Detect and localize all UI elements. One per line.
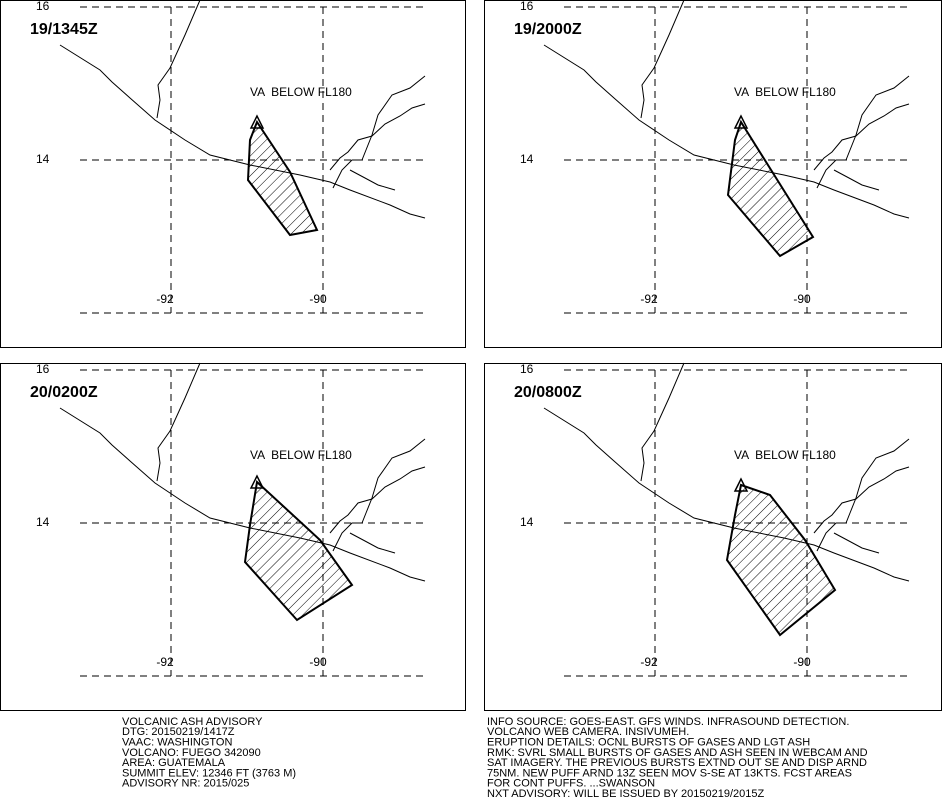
- coastline: [543, 44, 910, 219]
- lat-label: 14: [36, 152, 50, 166]
- ash-area: [725, 483, 837, 637]
- border: [156, 0, 201, 119]
- lat-label: 16: [36, 362, 50, 376]
- lon-label: -90: [793, 292, 811, 306]
- advisory-line: FOR CONT PUFFS. ...SWANSON: [487, 778, 655, 790]
- lon-label: -92: [640, 292, 658, 306]
- border: [833, 169, 880, 191]
- coastline: [59, 44, 426, 219]
- lat-label: 14: [36, 515, 50, 529]
- lon-label: -92: [156, 292, 174, 306]
- border: [833, 532, 880, 554]
- lon-label: -90: [793, 655, 811, 669]
- border: [816, 438, 910, 552]
- volcano-marker: [249, 474, 265, 489]
- flight-level-label: VA BELOW FL180: [734, 85, 836, 99]
- border: [349, 532, 396, 554]
- advisory-line: RMK: SVRL SMALL BURSTS OF GASES AND ASH …: [487, 747, 868, 759]
- advisory-line: DTG: 20150219/1417Z: [122, 726, 235, 738]
- ash-area: [726, 119, 815, 258]
- panel-border: [0, 0, 466, 348]
- valid-time: 20/0800Z: [514, 384, 582, 401]
- panel-border: [0, 363, 466, 711]
- ash-area: [243, 480, 354, 622]
- map-panel: 16 14 -92 -90 19/1345Z VA BELOW FL180: [0, 0, 466, 348]
- lon-label: -92: [640, 655, 658, 669]
- valid-time: 19/1345Z: [30, 21, 98, 38]
- lat-label: 14: [520, 152, 534, 166]
- lon-label: -92: [156, 655, 174, 669]
- flight-level-label: VA BELOW FL180: [734, 448, 836, 462]
- advisory-line: INFO SOURCE: GOES-EAST. GFS WINDS. INFRA…: [487, 716, 849, 728]
- volcano-marker: [249, 114, 265, 129]
- map-panel: 16 14 -92 -90 20/0800Z VA BELOW FL180: [484, 362, 942, 711]
- lon-label: -90: [309, 655, 327, 669]
- advisory-line: SAT IMAGERY. THE PREVIOUS BURSTS EXTND O…: [487, 757, 867, 769]
- flight-level-label: VA BELOW FL180: [250, 448, 352, 462]
- coastline: [59, 407, 426, 582]
- border: [332, 75, 426, 189]
- volcano-marker: [733, 477, 749, 492]
- lat-label: 16: [520, 362, 534, 376]
- advisory-line: VOLCANO: FUEGO 342090: [122, 747, 261, 759]
- lat-label: 16: [36, 0, 50, 13]
- border: [349, 169, 396, 191]
- advisory-line: VAAC: WASHINGTON: [122, 737, 232, 749]
- flight-level-label: VA BELOW FL180: [250, 85, 352, 99]
- lat-label: 16: [520, 0, 534, 13]
- advisory-line: VOLCANIC ASH ADVISORY: [122, 716, 263, 728]
- lat-label: 14: [520, 515, 534, 529]
- advisory-line: ERUPTION DETAILS: OCNL BURSTS OF GASES A…: [487, 737, 810, 749]
- advisory-line: AREA: GUATEMALA: [122, 757, 226, 769]
- panel-border: [484, 363, 942, 711]
- border: [156, 362, 201, 482]
- border: [816, 75, 910, 189]
- map-panel: 16 14 -92 -90 19/2000Z VA BELOW FL180: [484, 0, 942, 348]
- coastline: [543, 407, 910, 582]
- border: [332, 438, 426, 552]
- lon-label: -90: [309, 292, 327, 306]
- advisory-line: VOLCANO WEB CAMERA. INSIVUMEH.: [487, 726, 689, 738]
- advisory-line: ADVISORY NR: 2015/025: [122, 778, 249, 790]
- advisory-line: SUMMIT ELEV: 12346 FT (3763 M): [122, 767, 296, 779]
- panel-border: [484, 0, 942, 348]
- border: [640, 362, 685, 482]
- border: [640, 0, 685, 119]
- ash-area: [246, 119, 319, 237]
- valid-time: 19/2000Z: [514, 21, 582, 38]
- map-panel: 16 14 -92 -90 20/0200Z VA BELOW FL180: [0, 362, 466, 711]
- valid-time: 20/0200Z: [30, 384, 98, 401]
- advisory-line: 75NM. NEW PUFF ARND 13Z SEEN MOV S-SE AT…: [487, 767, 852, 779]
- volcano-marker: [733, 114, 749, 129]
- advisory-line: NXT ADVISORY: WILL BE ISSUED BY 20150219…: [487, 788, 764, 800]
